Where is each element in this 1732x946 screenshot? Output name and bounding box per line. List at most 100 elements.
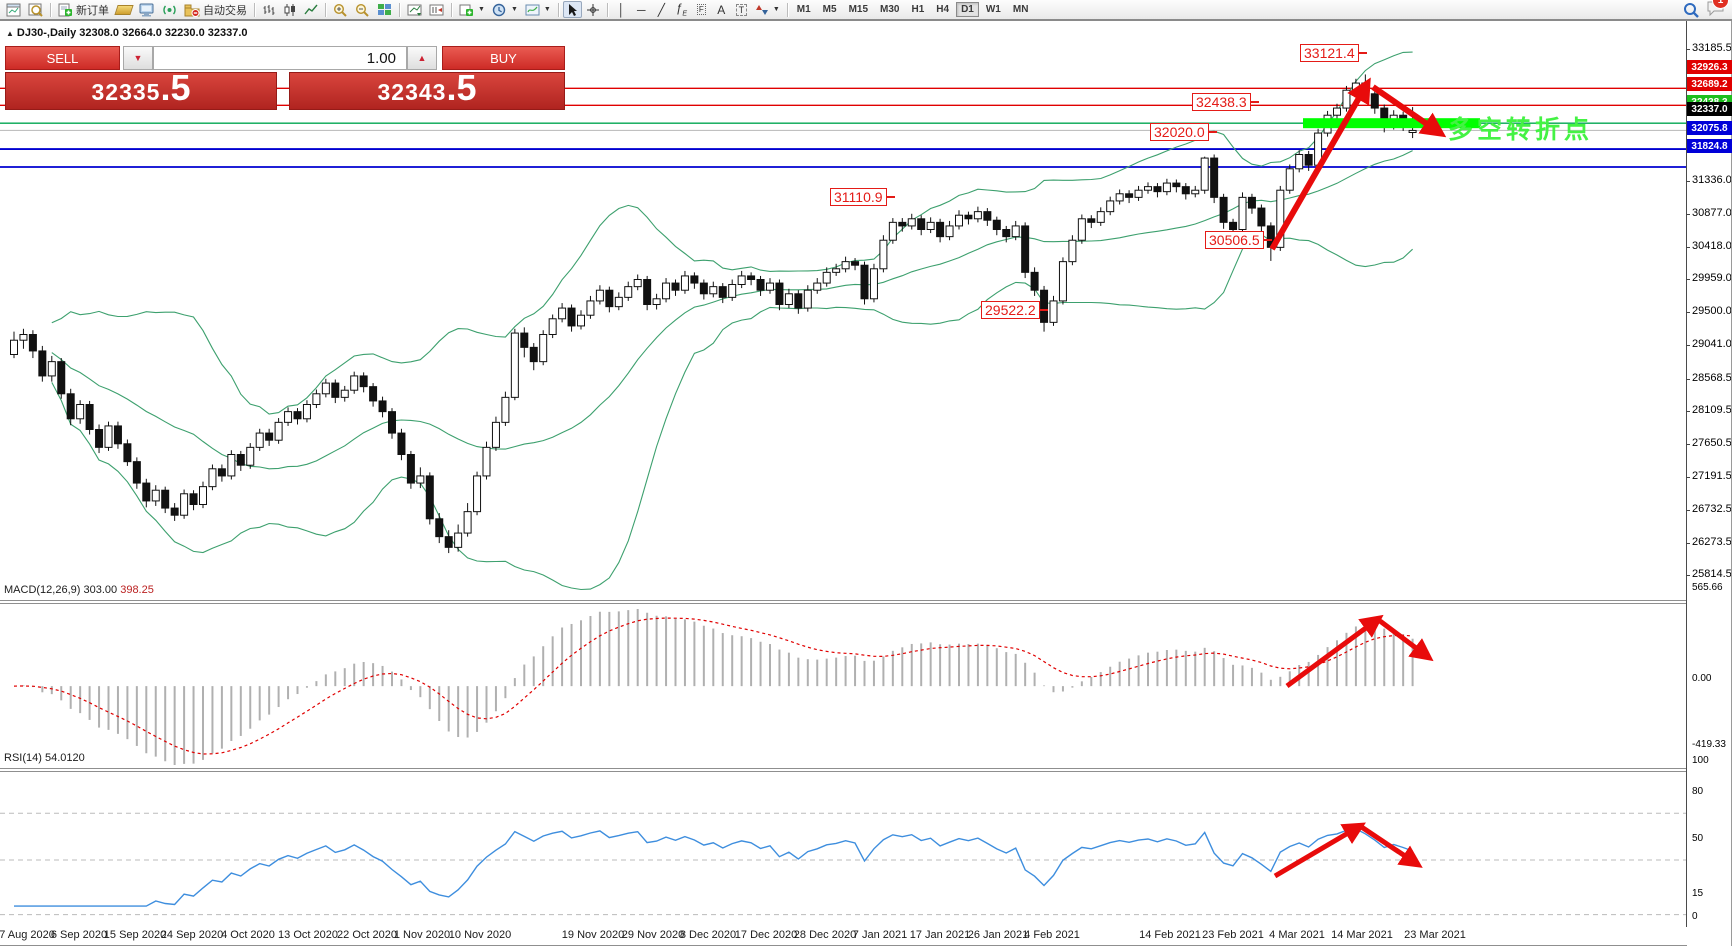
channel-tool[interactable]: ƒE — [672, 1, 691, 18]
candle-body — [1238, 196, 1247, 231]
candle-body — [614, 296, 623, 308]
notifications-button[interactable]: 1 — [1706, 0, 1729, 19]
candle-body — [558, 307, 567, 320]
candle-body — [1247, 196, 1256, 209]
panel-divider[interactable] — [0, 600, 1687, 601]
panel-divider[interactable] — [0, 768, 1687, 769]
price-badge-32337.0: 32337.0 — [1687, 102, 1732, 117]
rsi-value: 54.0120 — [44, 752, 85, 764]
text-label-icon: T — [735, 3, 748, 16]
sell-price-display[interactable]: 32335.5 — [5, 70, 277, 110]
date-label: 26 Jan 2021 — [967, 929, 1029, 941]
candle-body — [1077, 218, 1086, 241]
candle-body — [529, 346, 538, 363]
gold-icon — [114, 4, 134, 15]
zoom-out-button[interactable] — [352, 1, 373, 18]
candle-body — [671, 282, 680, 291]
candle-body — [945, 225, 954, 238]
candlestick-chart-button[interactable] — [280, 1, 300, 18]
add-indicator-button[interactable]: ▼ — [456, 1, 488, 18]
collapse-icon[interactable]: ▲ — [6, 29, 14, 38]
timeframe-h1[interactable]: H1 — [911, 4, 925, 15]
candle-body — [199, 486, 207, 505]
chart-title-text: DJ30-,Daily 32308.0 32664.0 32230.0 3233… — [16, 27, 248, 39]
trendline-tool[interactable]: ╱ — [652, 1, 671, 18]
chevron-down-icon: ▼ — [478, 6, 485, 13]
fibonacci-tool[interactable]: F — [692, 1, 711, 18]
signal-icon — [163, 5, 176, 14]
buy-price-display[interactable]: 32343.5 — [289, 70, 565, 110]
templates-button[interactable]: ▼ — [522, 1, 554, 18]
candle-body — [435, 518, 444, 538]
candle-body — [331, 382, 340, 398]
periods-button[interactable]: ▼ — [489, 1, 521, 18]
horizontal-line-tool[interactable]: ─ — [632, 1, 651, 18]
macd-panel[interactable] — [0, 603, 1687, 767]
volume-input[interactable]: 1.00 — [153, 46, 407, 70]
rsi-panel[interactable] — [0, 771, 1687, 944]
crosshair-icon — [586, 3, 599, 16]
candle-body — [47, 361, 56, 377]
candle-body — [973, 211, 982, 220]
macd-trend-arrow — [1378, 619, 1434, 662]
vertical-line-tool[interactable]: │ — [612, 1, 631, 18]
new-order-button[interactable]: 新订单 — [55, 1, 112, 18]
crosshair-tool-button[interactable] — [583, 1, 603, 18]
chevron-down-icon: ▼ — [543, 6, 551, 13]
panel-divider — [0, 771, 1687, 772]
candle-body — [302, 404, 311, 420]
timeframe-m1[interactable]: M1 — [796, 4, 811, 15]
timeframe-m15[interactable]: M15 — [848, 4, 869, 15]
date-label: 23 Mar 2021 — [1404, 929, 1466, 941]
buy-button[interactable]: BUY — [442, 46, 565, 70]
arrange-charts-button[interactable] — [404, 1, 425, 18]
candle-body — [624, 286, 633, 298]
line-chart-button[interactable] — [301, 1, 321, 18]
chart-profiles-icon — [28, 3, 43, 17]
text-tool[interactable]: A — [712, 1, 731, 18]
new-chart-button[interactable] — [3, 1, 24, 18]
gold-button[interactable] — [113, 1, 135, 18]
shapes-tool[interactable]: ▼ — [752, 1, 783, 18]
timeframe-mn[interactable]: MN — [1012, 4, 1029, 15]
signal-button[interactable] — [159, 1, 180, 18]
sell-button[interactable]: SELL — [5, 46, 120, 70]
trend-arrow — [1269, 77, 1371, 251]
bar-chart-button[interactable] — [259, 1, 279, 18]
volume-decrease-button[interactable]: ▼ — [123, 46, 153, 70]
timeframe-h4[interactable]: H4 — [936, 4, 950, 15]
bar-chart-icon — [263, 4, 275, 15]
auto-trading-button[interactable]: 自动交易 — [181, 1, 250, 18]
terminal-button[interactable] — [136, 1, 158, 18]
label-tool[interactable]: T — [732, 1, 751, 18]
trendline-icon: ╱ — [657, 2, 665, 17]
volume-increase-button[interactable]: ▲ — [407, 46, 437, 70]
cursor-tool-button[interactable] — [562, 1, 582, 18]
date-label: 14 Feb 2021 — [1139, 929, 1201, 941]
candle-body — [936, 221, 945, 238]
rsi-label: RSI(14) 54.0120 — [4, 752, 85, 764]
candle-body — [907, 218, 916, 227]
timeframe-m30[interactable]: M30 — [880, 4, 900, 15]
search-icon[interactable] — [1683, 2, 1700, 18]
zoom-in-button[interactable] — [330, 1, 351, 18]
timeframe-d1[interactable]: D1 — [956, 2, 979, 17]
tile-windows-button[interactable] — [374, 1, 395, 18]
chart-area[interactable] — [0, 21, 1732, 946]
channel-icon: ƒE — [675, 1, 687, 18]
candle-body — [123, 443, 132, 463]
candle-body — [1408, 129, 1417, 134]
candle-body — [265, 432, 274, 441]
chart-profiles-button[interactable] — [25, 1, 46, 18]
toolbar-separator — [451, 2, 452, 17]
candle-body — [699, 282, 708, 295]
new-order-icon — [58, 3, 72, 16]
toolbar-separator — [50, 2, 51, 17]
timeframe-w1[interactable]: W1 — [985, 4, 1001, 15]
date-label: 6 Sep 2020 — [50, 929, 108, 941]
timeframe-m5[interactable]: M5 — [822, 4, 837, 15]
main-price-panel[interactable] — [0, 42, 1687, 599]
step-forward-button[interactable] — [426, 1, 447, 18]
price-annotation-33121.4: 33121.4 — [1300, 44, 1367, 63]
